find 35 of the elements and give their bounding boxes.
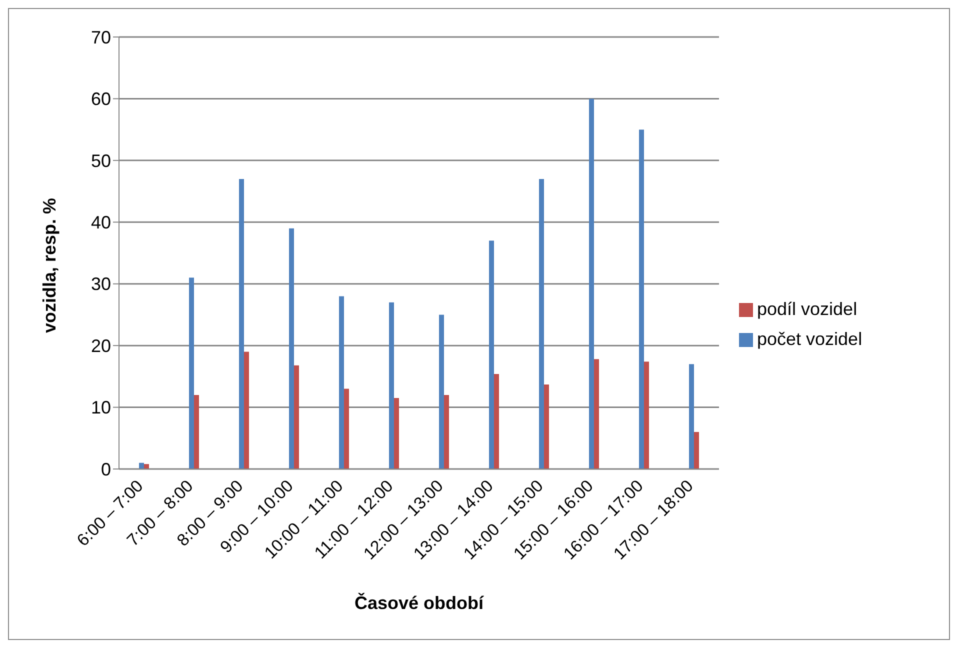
bar bbox=[594, 359, 599, 469]
y-tick-label: 0 bbox=[100, 459, 111, 480]
y-tick-label: 10 bbox=[90, 398, 111, 418]
y-tick-label: 20 bbox=[90, 336, 111, 356]
x-axis-title: Časové období bbox=[354, 592, 485, 613]
bar bbox=[189, 278, 194, 469]
legend-label: počet vozidel bbox=[757, 329, 862, 349]
bar bbox=[239, 178, 244, 469]
y-axis-title: vozidla, resp. % bbox=[39, 198, 60, 333]
bar bbox=[344, 388, 349, 469]
bar bbox=[689, 364, 694, 469]
y-tick-label: 40 bbox=[90, 212, 111, 233]
y-tick-label: 30 bbox=[90, 274, 111, 294]
bar bbox=[639, 130, 644, 469]
bar bbox=[589, 98, 594, 469]
bar bbox=[194, 394, 199, 469]
y-tick-label: 60 bbox=[90, 89, 111, 110]
bar bbox=[289, 228, 294, 469]
bar bbox=[544, 384, 549, 469]
bar bbox=[294, 365, 299, 469]
bar bbox=[694, 432, 699, 469]
bar bbox=[539, 178, 544, 469]
bar bbox=[144, 464, 149, 469]
bar bbox=[439, 314, 444, 469]
bar bbox=[444, 394, 449, 469]
bar bbox=[644, 362, 649, 469]
legend-label: podíl vozidel bbox=[757, 299, 858, 319]
y-tick-label: 50 bbox=[90, 150, 111, 171]
bar bbox=[489, 240, 494, 469]
bar bbox=[244, 352, 249, 469]
bar bbox=[494, 374, 499, 469]
bar bbox=[339, 296, 344, 469]
y-tick-label: 70 bbox=[90, 27, 111, 48]
bar bbox=[389, 302, 394, 469]
bar bbox=[394, 398, 399, 469]
